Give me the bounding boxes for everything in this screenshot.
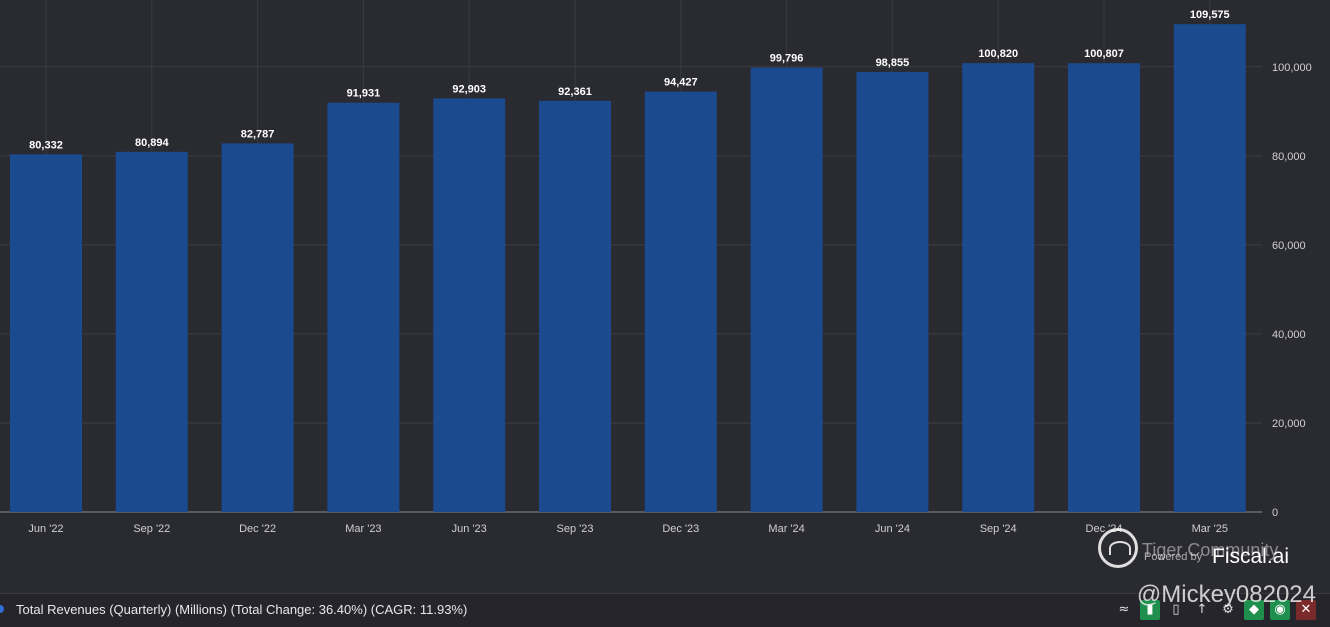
y-tick-label: 100,000	[1272, 62, 1312, 74]
y-tick-label: 80,000	[1272, 151, 1306, 163]
legend-series-label[interactable]: Total Revenues (Quarterly) (Millions) (T…	[16, 602, 468, 617]
revenue-bar-chart: 80,332 80,894 82,787 91,931 92,903 92,361 94,4…	[0, 0, 1312, 535]
bar[interactable]	[1068, 63, 1140, 513]
gear-icon[interactable]: ⚙	[1222, 602, 1234, 617]
x-tick-label: Jun '22	[28, 523, 63, 535]
bar-value-label: 91,931	[347, 88, 381, 100]
bar[interactable]	[750, 67, 823, 512]
y-tick-label: 60,000	[1272, 240, 1306, 252]
y-tick-label: 0	[1272, 507, 1278, 519]
bar-value-label: 80,894	[135, 137, 170, 149]
x-tick-label: Sep '24	[980, 523, 1017, 535]
bar-value-labels: 80,332 80,894 82,787 91,931 92,903 92,361 94,4…	[29, 9, 1230, 151]
chart-toolbar: ≈ ▮ ▯ ↑ ⚙ ◆ ◉ ✕	[1114, 600, 1316, 620]
x-tick-label: Mar '25	[1192, 523, 1228, 535]
bar-value-label: 80,332	[29, 139, 63, 151]
line-chart-icon[interactable]: ≈	[1118, 602, 1130, 617]
bar-value-label: 92,361	[558, 86, 592, 98]
bar[interactable]	[962, 63, 1035, 512]
tag-icon[interactable]: ◆	[1244, 600, 1264, 620]
bar[interactable]	[644, 91, 717, 512]
y-tick-label: 20,000	[1272, 418, 1306, 430]
x-tick-label: Dec '22	[239, 523, 276, 535]
bar-value-label: 100,807	[1084, 48, 1124, 60]
watermark-tiger-text: Tiger Community	[1142, 540, 1279, 560]
x-tick-label: Sep '23	[557, 523, 594, 535]
bar[interactable]	[327, 102, 400, 512]
bar[interactable]	[1173, 24, 1246, 512]
bar-value-label: 99,796	[770, 53, 804, 65]
legend-series-marker	[0, 605, 4, 613]
sort-icon[interactable]: ↑	[1196, 602, 1208, 617]
brand-logo-text: Fiscal.ai	[1212, 545, 1290, 568]
powered-by-text: Powered by	[1144, 551, 1203, 563]
bar[interactable]	[856, 71, 929, 513]
x-tick-label: Sep '22	[133, 523, 170, 535]
watermark-username: @Mickey082024	[1136, 581, 1316, 608]
watermark: Tiger Community Powered by Fiscal.ai	[1098, 526, 1318, 586]
stacked-bar-icon[interactable]: ▯	[1172, 602, 1180, 617]
bar-value-label: 82,787	[241, 128, 275, 140]
bar-value-label: 94,427	[664, 77, 698, 89]
bar-value-label: 98,855	[876, 57, 910, 69]
x-tick-label: Dec '23	[662, 523, 699, 535]
x-tick-label: Jun '24	[875, 523, 910, 535]
x-tick-label: Mar '23	[345, 523, 381, 535]
bar[interactable]	[539, 100, 611, 513]
bar[interactable]	[10, 154, 82, 512]
bars-group	[10, 24, 1246, 513]
bar-value-label: 100,820	[978, 48, 1018, 60]
bar[interactable]	[115, 151, 188, 513]
eye-icon[interactable]: ◉	[1270, 600, 1290, 620]
bar-value-label: 109,575	[1190, 9, 1230, 21]
tiger-logo-icon	[1098, 528, 1138, 568]
y-tick-label: 40,000	[1272, 329, 1306, 341]
y-axis-ticks: 0 20,000 40,000 60,000 80,000 100,000	[1272, 62, 1312, 519]
bar[interactable]	[433, 98, 506, 512]
bar-chart-icon[interactable]: ▮	[1140, 600, 1160, 620]
x-tick-label: Jun '23	[452, 523, 487, 535]
close-icon[interactable]: ✕	[1296, 600, 1316, 620]
legend-bar: Total Revenues (Quarterly) (Millions) (T…	[0, 593, 1330, 627]
x-tick-label: Mar '24	[768, 523, 804, 535]
bar[interactable]	[221, 143, 294, 512]
bar-value-label: 92,903	[452, 83, 486, 95]
x-axis-ticks: Jun '22 Sep '22 Dec '22 Mar '23 Jun '23 Sep '…	[28, 523, 1228, 535]
